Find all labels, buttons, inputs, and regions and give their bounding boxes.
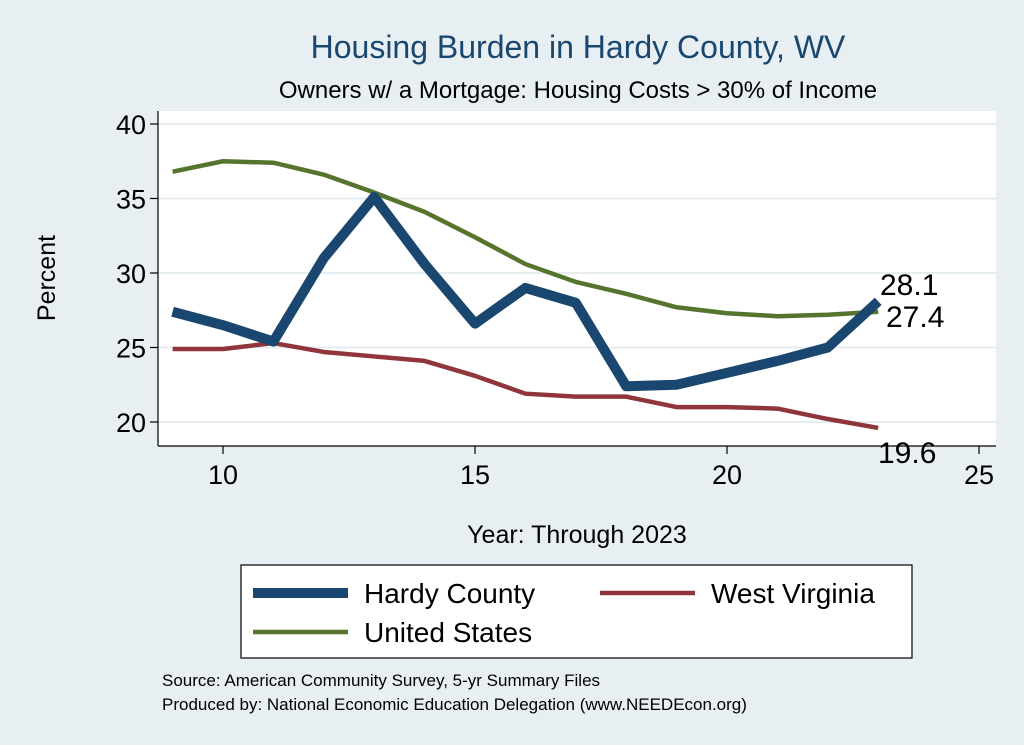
end-label-hardy-county: 28.1	[880, 269, 938, 302]
y-axis-title: Percent	[33, 235, 61, 321]
legend-label-united-states: United States	[364, 617, 532, 648]
series-line-hardy-county	[171, 192, 882, 392]
chart-subtitle: Owners w/ a Mortgage: Housing Costs > 30…	[279, 77, 877, 104]
x-tick-label-20: 20	[712, 460, 742, 490]
end-label-united-states: 27.4	[886, 301, 944, 334]
y-tick-label-35: 35	[116, 185, 146, 215]
x-tick-label-25: 25	[964, 460, 994, 490]
legend-label-west-virginia: West Virginia	[711, 578, 875, 609]
source-note: Source: American Community Survey, 5-yr …	[162, 671, 600, 690]
chart-title: Housing Burden in Hardy County, WV	[311, 29, 846, 65]
x-axis: 10 15 20 25	[208, 446, 994, 490]
x-tick-label-15: 15	[460, 460, 490, 490]
x-tick-label-10: 10	[208, 460, 238, 490]
producer-note: Produced by: National Economic Education…	[162, 695, 747, 714]
x-axis-title: Year: Through 2023	[467, 521, 687, 549]
series-line-united-states	[172, 159, 879, 319]
y-axis: 20 25 30 35 40	[116, 110, 158, 438]
y-tick-label-25: 25	[116, 334, 146, 364]
end-label-west-virginia: 19.6	[878, 437, 936, 470]
legend-label-hardy-county: Hardy County	[364, 578, 535, 609]
y-tick-label-40: 40	[116, 110, 146, 140]
legend: Hardy County West Virginia United States	[240, 564, 913, 659]
y-tick-label-20: 20	[116, 408, 146, 438]
y-tick-label-30: 30	[116, 259, 146, 289]
legend-box	[240, 564, 913, 659]
series-line-west-virginia	[172, 340, 879, 431]
